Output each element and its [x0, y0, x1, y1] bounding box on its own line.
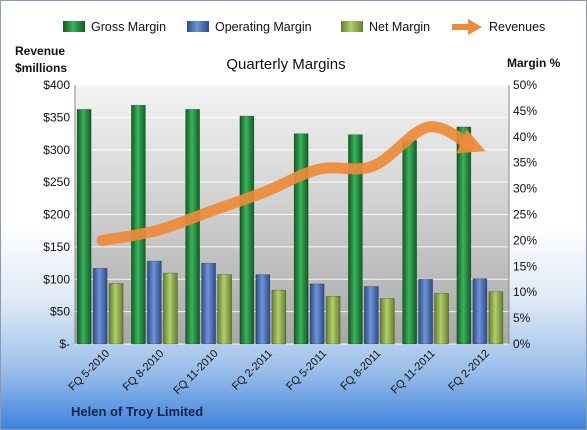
left-tick-label: $400: [43, 78, 70, 92]
left-tick-label: $200: [43, 208, 70, 222]
bar-operating-margin: [255, 274, 271, 345]
bar-operating-margin: [309, 283, 325, 345]
bar-gross-margin: [131, 104, 146, 345]
revenue-line-layer: [96, 121, 486, 246]
bar-net-margin: [488, 291, 504, 345]
x-tick-label: FQ 11-2010: [171, 348, 220, 397]
left-tick-label: $300: [43, 143, 70, 157]
bar-gross-margin: [456, 126, 472, 345]
left-tick-label: $150: [43, 240, 70, 254]
bar-net-margin: [380, 298, 395, 345]
company-name: Helen of Troy Limited: [71, 404, 203, 419]
bar-operating-margin: [147, 260, 162, 345]
bar-gross-margin: [348, 134, 363, 345]
right-tick-label: 0%: [513, 337, 531, 351]
right-tick-label: 40%: [513, 130, 537, 144]
x-tick-label: FQ 2-2012: [446, 348, 492, 394]
left-tick-label: $-: [59, 337, 70, 351]
bar-net-margin: [217, 274, 232, 345]
revenue-arrowhead: [456, 129, 486, 154]
bar-net-margin: [325, 296, 341, 345]
right-tick-label: 20%: [513, 233, 537, 247]
right-tick-label: 35%: [513, 156, 537, 170]
bar-gross-margin: [185, 109, 200, 345]
legend-label-operating-margin: Operating Margin: [215, 20, 312, 34]
left-axis-title-line1: Revenue: [15, 44, 65, 58]
bar-gross-margin: [402, 140, 417, 345]
x-tick-label: FQ 8-2010: [121, 348, 167, 394]
bar-gross-margin: [239, 115, 255, 345]
right-tick-label: 50%: [513, 78, 537, 92]
revenue-line: [96, 121, 476, 246]
legend-swatch-net-margin: [341, 21, 363, 32]
x-tick-label: FQ 5-2011: [284, 348, 329, 393]
bar-operating-margin: [364, 286, 379, 345]
legend-label-revenues: Revenues: [489, 20, 545, 34]
right-tick-label: 25%: [513, 208, 537, 222]
x-tick-label: FQ 11-2011: [389, 348, 438, 397]
right-tick-label: 15%: [513, 259, 537, 273]
left-tick-label: $100: [43, 272, 70, 286]
legend-label-gross-margin: Gross Margin: [91, 20, 166, 34]
x-tick-label: FQ 8-2011: [338, 348, 383, 393]
legend-label-net-margin: Net Margin: [369, 20, 430, 34]
legend-swatch-operating-margin: [187, 21, 209, 32]
x-axis-ticks: FQ 5-2010 FQ 8-2010 FQ 11-2010 FQ 2-2011 FQ …: [67, 348, 492, 397]
x-tick-label: FQ 2-2011: [230, 348, 275, 393]
bar-operating-margin: [418, 278, 433, 345]
bar-operating-margin: [472, 278, 488, 345]
bar-gross-margin: [293, 133, 309, 345]
left-tick-label: $350: [43, 110, 70, 124]
bar-series: [76, 104, 504, 345]
bar-net-margin: [434, 292, 449, 345]
bar-gross-margin: [76, 109, 92, 345]
bar-net-margin: [271, 289, 287, 345]
x-tick-label: FQ 5-2010: [67, 348, 113, 394]
left-tick-label: $250: [43, 175, 70, 189]
left-axis-title-line2: $millions: [15, 61, 67, 75]
gridlines: [74, 84, 510, 345]
chart-title: Quarterly Margins: [226, 56, 345, 73]
right-tick-label: 10%: [513, 285, 537, 299]
bar-net-margin: [163, 272, 178, 345]
right-axis-ticks: 0% 5% 10% 15% 20% 25% 30% 35% 40% 45% 50%: [513, 78, 537, 351]
left-tick-label: $50: [50, 305, 70, 319]
bar-net-margin: [108, 283, 124, 345]
right-axis-title: Margin %: [507, 56, 561, 70]
legend: Gross Margin Operating Margin Net Margin…: [63, 19, 545, 35]
right-tick-label: 45%: [513, 104, 537, 118]
left-axis-ticks: $- $50 $100 $150 $200 $250 $300 $350 $400: [43, 78, 70, 351]
bar-operating-margin: [92, 268, 108, 345]
bar-operating-margin: [201, 262, 216, 345]
legend-swatch-gross-margin: [63, 21, 85, 32]
legend-arrow-revenues: [468, 19, 482, 35]
right-tick-label: 30%: [513, 182, 537, 196]
right-tick-label: 5%: [513, 311, 531, 325]
